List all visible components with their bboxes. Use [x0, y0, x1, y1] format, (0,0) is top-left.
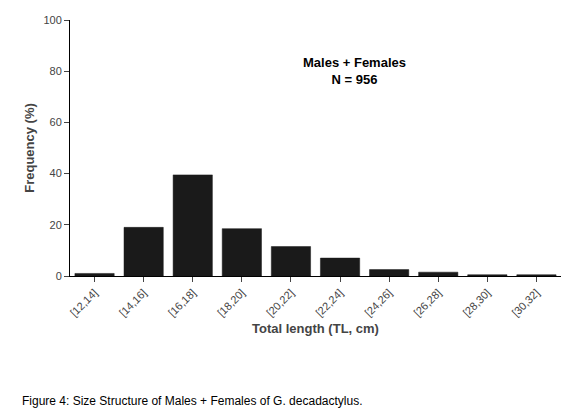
svg-text:[18,20]: [18,20]	[215, 287, 247, 319]
svg-text:80: 80	[50, 65, 62, 77]
svg-text:[20,22]: [20,22]	[264, 287, 296, 319]
svg-text:[14,16]: [14,16]	[117, 287, 149, 319]
svg-text:[28,30]: [28,30]	[460, 287, 492, 319]
svg-text:20: 20	[50, 219, 62, 231]
svg-text:[26,28]: [26,28]	[411, 287, 443, 319]
svg-text:Figure 4: Size Structure of Ma: Figure 4: Size Structure of Males + Fema…	[22, 394, 362, 408]
svg-text:Males + FemalesN = 956: Males + FemalesN = 956	[303, 55, 406, 87]
svg-text:Frequency (%): Frequency (%)	[22, 103, 37, 193]
svg-text:[24,26]: [24,26]	[362, 287, 394, 319]
svg-text:[30,32]: [30,32]	[509, 287, 541, 319]
svg-text:Total length (TL, cm): Total length (TL, cm)	[252, 321, 379, 336]
svg-text:40: 40	[50, 167, 62, 179]
svg-text:60: 60	[50, 116, 62, 128]
svg-text:[16,18]: [16,18]	[166, 287, 198, 319]
svg-text:100: 100	[43, 14, 61, 26]
svg-text:[12,14]: [12,14]	[68, 287, 100, 319]
svg-text:0: 0	[56, 270, 62, 282]
svg-text:[22,24]: [22,24]	[313, 287, 345, 319]
